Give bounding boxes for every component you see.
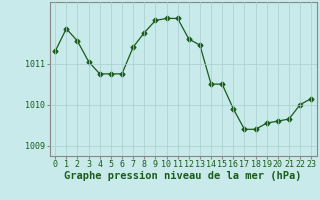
X-axis label: Graphe pression niveau de la mer (hPa): Graphe pression niveau de la mer (hPa) [64,171,302,181]
